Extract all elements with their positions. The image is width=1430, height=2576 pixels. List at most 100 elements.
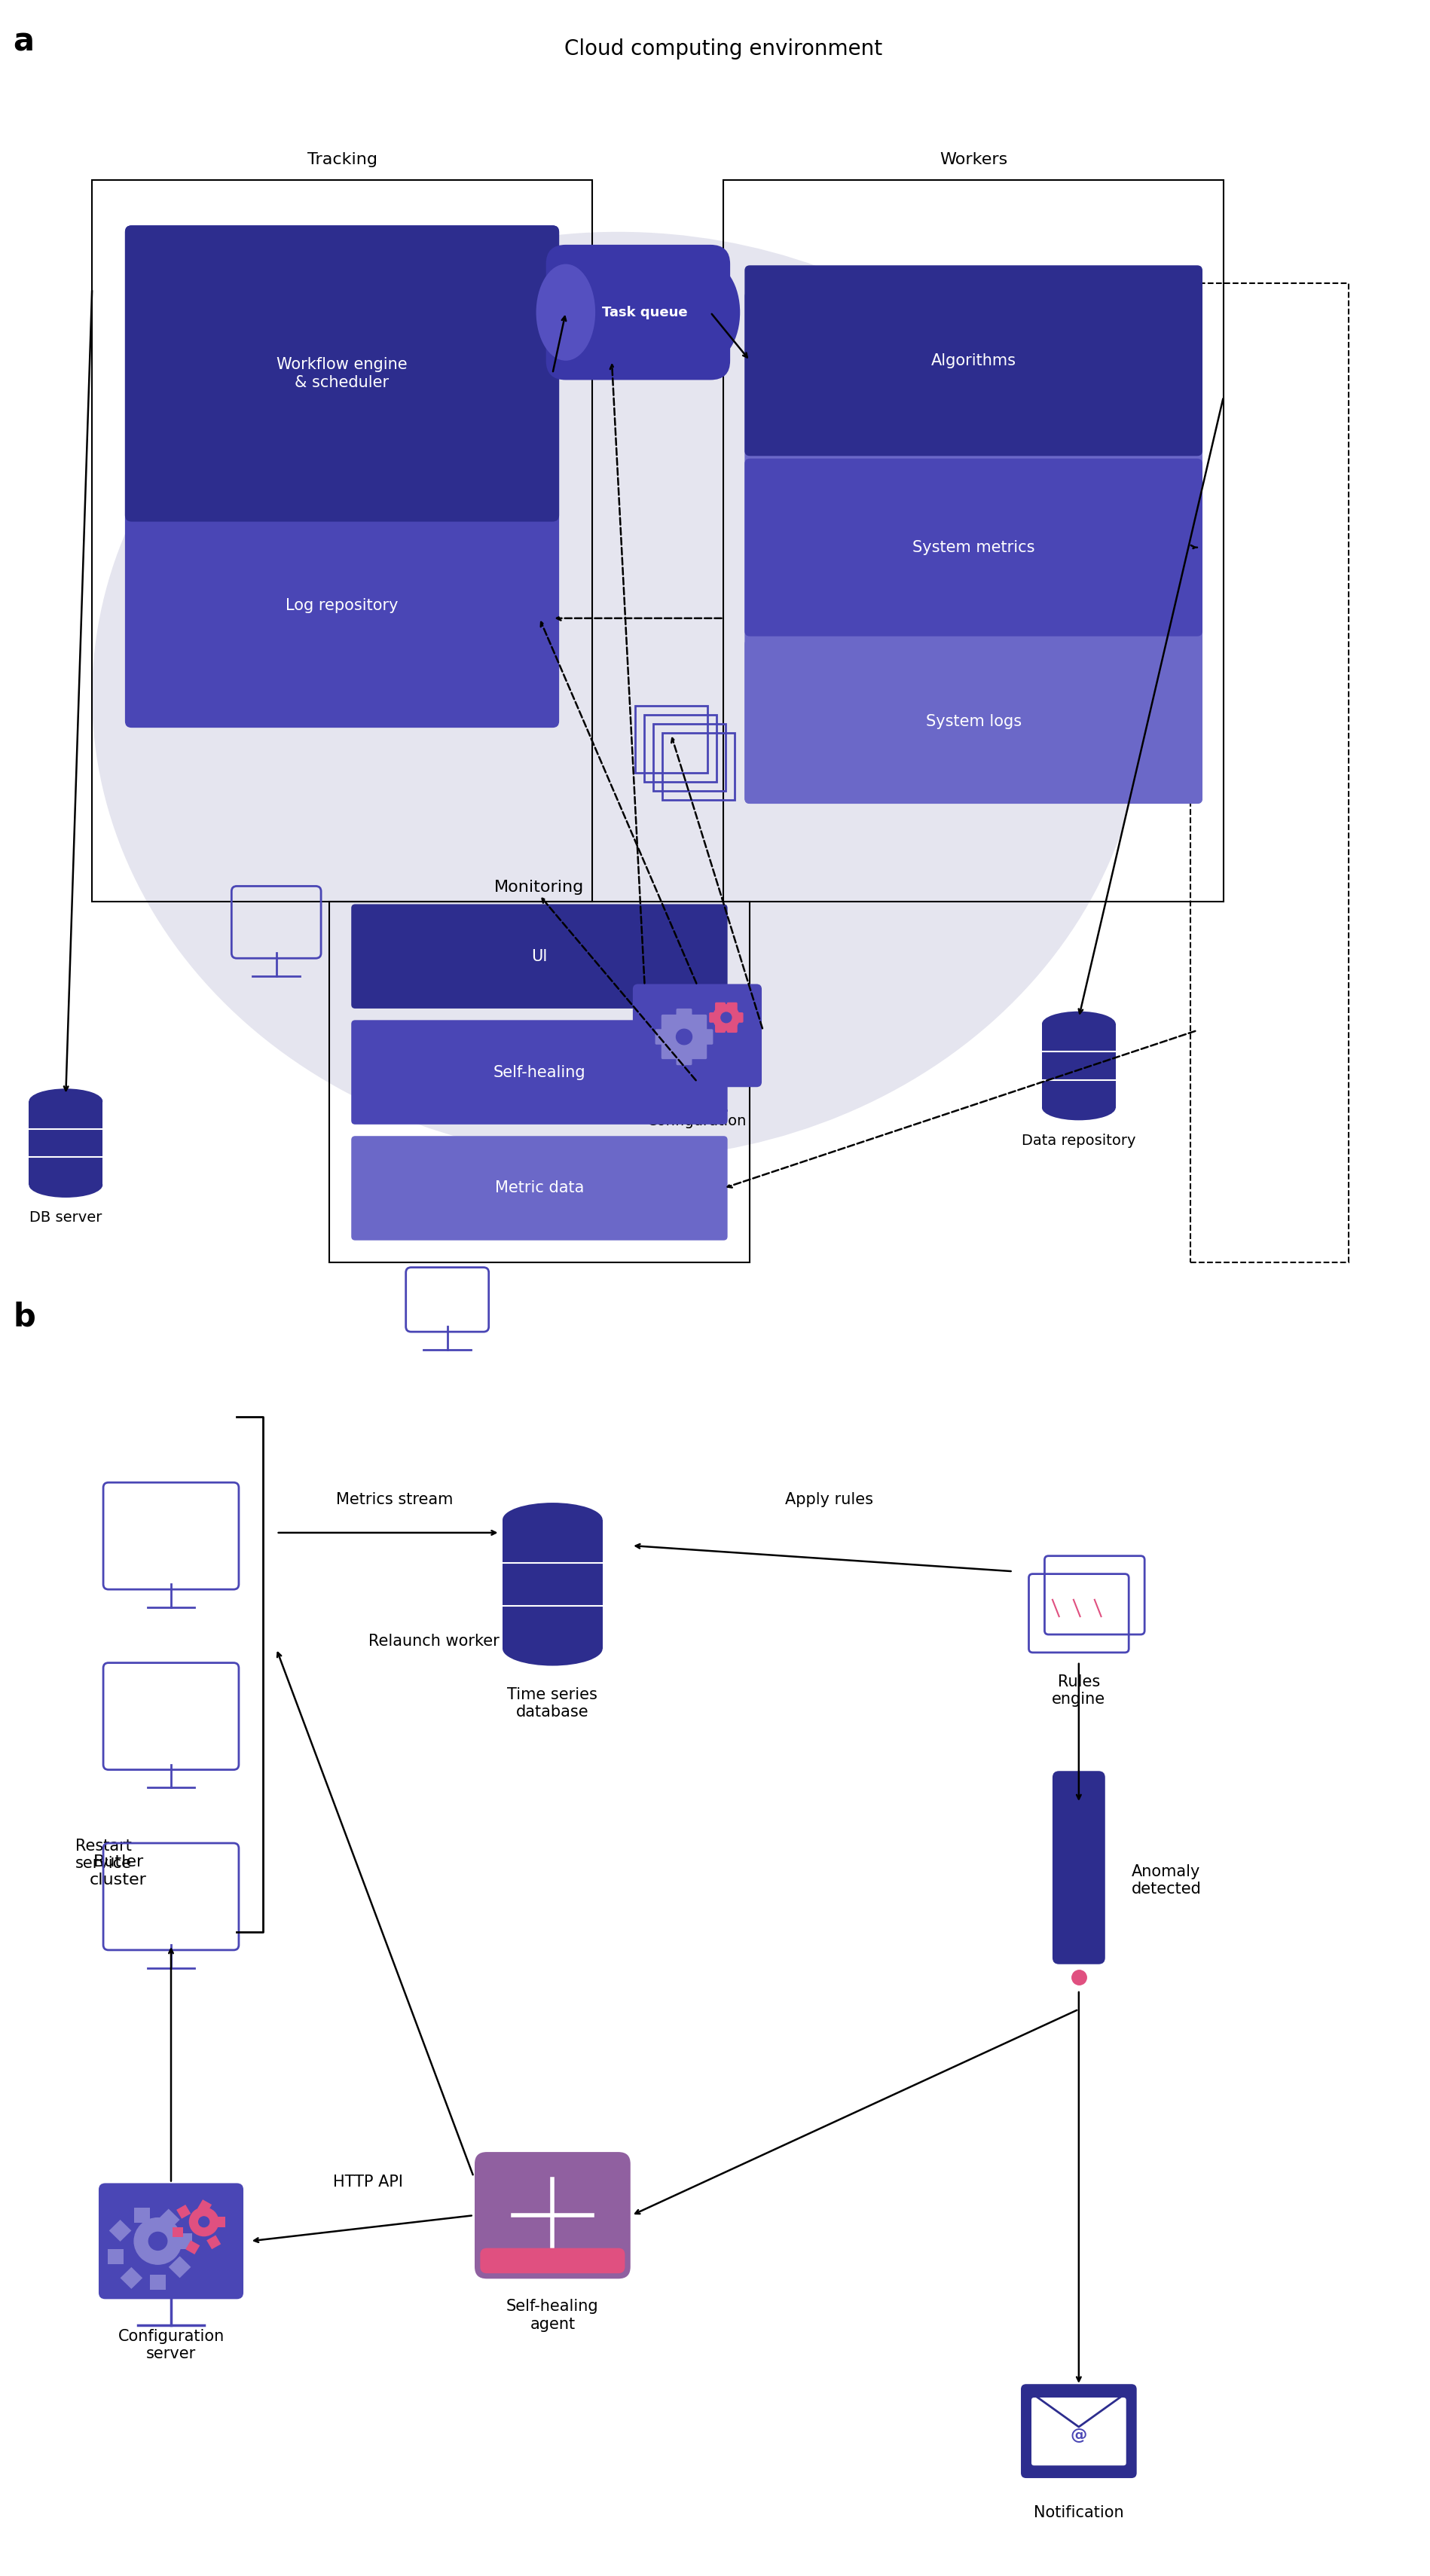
Bar xyxy=(107,2249,123,2264)
Bar xyxy=(329,902,749,1262)
Circle shape xyxy=(199,2215,209,2226)
Text: Configuration
server: Configuration server xyxy=(117,2329,225,2362)
Text: Workers: Workers xyxy=(940,152,1008,167)
Ellipse shape xyxy=(29,1090,103,1113)
Text: Cloud computing environment: Cloud computing environment xyxy=(565,39,882,59)
Text: Relaunch worker: Relaunch worker xyxy=(369,1633,499,1649)
FancyBboxPatch shape xyxy=(709,1012,719,1023)
Text: Metric data: Metric data xyxy=(495,1180,583,1195)
Bar xyxy=(176,2233,192,2249)
Text: Algorithms: Algorithms xyxy=(931,353,1017,368)
Bar xyxy=(654,724,725,791)
Text: Tracking: Tracking xyxy=(307,152,378,167)
FancyBboxPatch shape xyxy=(352,1136,728,1242)
FancyBboxPatch shape xyxy=(633,984,762,1087)
FancyBboxPatch shape xyxy=(726,1023,738,1033)
FancyBboxPatch shape xyxy=(661,1015,678,1030)
Bar xyxy=(502,1520,602,1649)
FancyBboxPatch shape xyxy=(352,1020,728,1123)
Bar xyxy=(1191,283,1348,1262)
Circle shape xyxy=(676,1028,692,1046)
Text: System logs: System logs xyxy=(925,714,1021,729)
Bar xyxy=(150,2275,166,2290)
Bar xyxy=(206,2236,220,2249)
Text: Time series
database: Time series database xyxy=(508,1687,598,1721)
FancyBboxPatch shape xyxy=(99,2184,243,2298)
Ellipse shape xyxy=(502,1502,602,1538)
Circle shape xyxy=(721,1012,732,1023)
Bar xyxy=(214,2215,225,2226)
Bar xyxy=(29,1103,103,1185)
FancyBboxPatch shape xyxy=(715,1023,725,1033)
FancyBboxPatch shape xyxy=(745,639,1203,804)
Ellipse shape xyxy=(681,265,741,361)
Text: DB server: DB server xyxy=(30,1211,102,1226)
FancyBboxPatch shape xyxy=(1052,1772,1105,1963)
FancyBboxPatch shape xyxy=(715,1002,725,1012)
Text: Apply rules: Apply rules xyxy=(785,1492,872,1507)
FancyBboxPatch shape xyxy=(124,227,559,726)
FancyBboxPatch shape xyxy=(745,459,1203,636)
FancyBboxPatch shape xyxy=(726,1002,738,1012)
FancyBboxPatch shape xyxy=(655,1028,671,1046)
Ellipse shape xyxy=(92,232,1144,1159)
Text: a: a xyxy=(13,26,34,57)
Text: Workflow engine
& scheduler: Workflow engine & scheduler xyxy=(276,358,408,389)
Ellipse shape xyxy=(1042,1012,1115,1036)
FancyBboxPatch shape xyxy=(352,904,728,1010)
FancyBboxPatch shape xyxy=(691,1015,706,1030)
FancyBboxPatch shape xyxy=(473,2151,632,2280)
Circle shape xyxy=(661,1012,708,1061)
Bar xyxy=(662,734,735,801)
FancyBboxPatch shape xyxy=(698,1028,714,1046)
Bar xyxy=(120,2267,143,2290)
Text: System metrics: System metrics xyxy=(912,541,1035,554)
Bar xyxy=(724,180,1224,902)
Circle shape xyxy=(149,2231,167,2251)
Text: Task queue: Task queue xyxy=(602,307,688,319)
Ellipse shape xyxy=(502,1631,602,1667)
Circle shape xyxy=(134,2218,182,2264)
Text: Rules
engine: Rules engine xyxy=(1052,1674,1105,1708)
Text: HTTP API: HTTP API xyxy=(333,2174,403,2190)
Bar xyxy=(186,2241,200,2254)
FancyBboxPatch shape xyxy=(124,227,559,520)
Text: Configuration: Configuration xyxy=(648,1113,746,1128)
Text: Notification: Notification xyxy=(1034,2504,1124,2519)
Ellipse shape xyxy=(536,265,595,361)
Bar xyxy=(176,2205,190,2218)
Bar xyxy=(1042,1025,1115,1108)
Text: Butler
cluster: Butler cluster xyxy=(90,1855,147,1888)
Text: Monitoring: Monitoring xyxy=(495,881,585,896)
FancyBboxPatch shape xyxy=(676,1051,692,1066)
Ellipse shape xyxy=(29,1172,103,1198)
Bar xyxy=(173,2226,183,2236)
FancyBboxPatch shape xyxy=(691,1043,706,1059)
Bar xyxy=(134,2208,150,2223)
Text: Log repository: Log repository xyxy=(286,598,399,613)
Text: UI: UI xyxy=(532,948,548,963)
FancyBboxPatch shape xyxy=(745,291,1203,804)
Bar xyxy=(169,2257,192,2277)
Text: Data repository: Data repository xyxy=(1021,1133,1135,1149)
FancyBboxPatch shape xyxy=(1021,2385,1137,2478)
Text: Anomaly
detected: Anomaly detected xyxy=(1131,1865,1201,1896)
FancyBboxPatch shape xyxy=(661,1043,678,1059)
Bar xyxy=(644,716,716,783)
FancyBboxPatch shape xyxy=(480,2249,625,2275)
Bar xyxy=(157,2208,180,2231)
FancyBboxPatch shape xyxy=(1031,2398,1127,2465)
Circle shape xyxy=(714,1005,739,1030)
Text: Metrics stream: Metrics stream xyxy=(336,1492,453,1507)
FancyBboxPatch shape xyxy=(732,1012,744,1023)
Ellipse shape xyxy=(1042,1095,1115,1121)
Text: b: b xyxy=(13,1301,36,1332)
Bar xyxy=(635,706,706,773)
Text: Restart
service: Restart service xyxy=(74,1839,132,1870)
Bar xyxy=(109,2221,132,2241)
Text: Self-healing
agent: Self-healing agent xyxy=(506,2298,599,2331)
Text: Self-healing: Self-healing xyxy=(493,1064,586,1079)
Bar xyxy=(92,180,592,902)
FancyBboxPatch shape xyxy=(546,245,731,381)
Bar xyxy=(197,2200,212,2213)
